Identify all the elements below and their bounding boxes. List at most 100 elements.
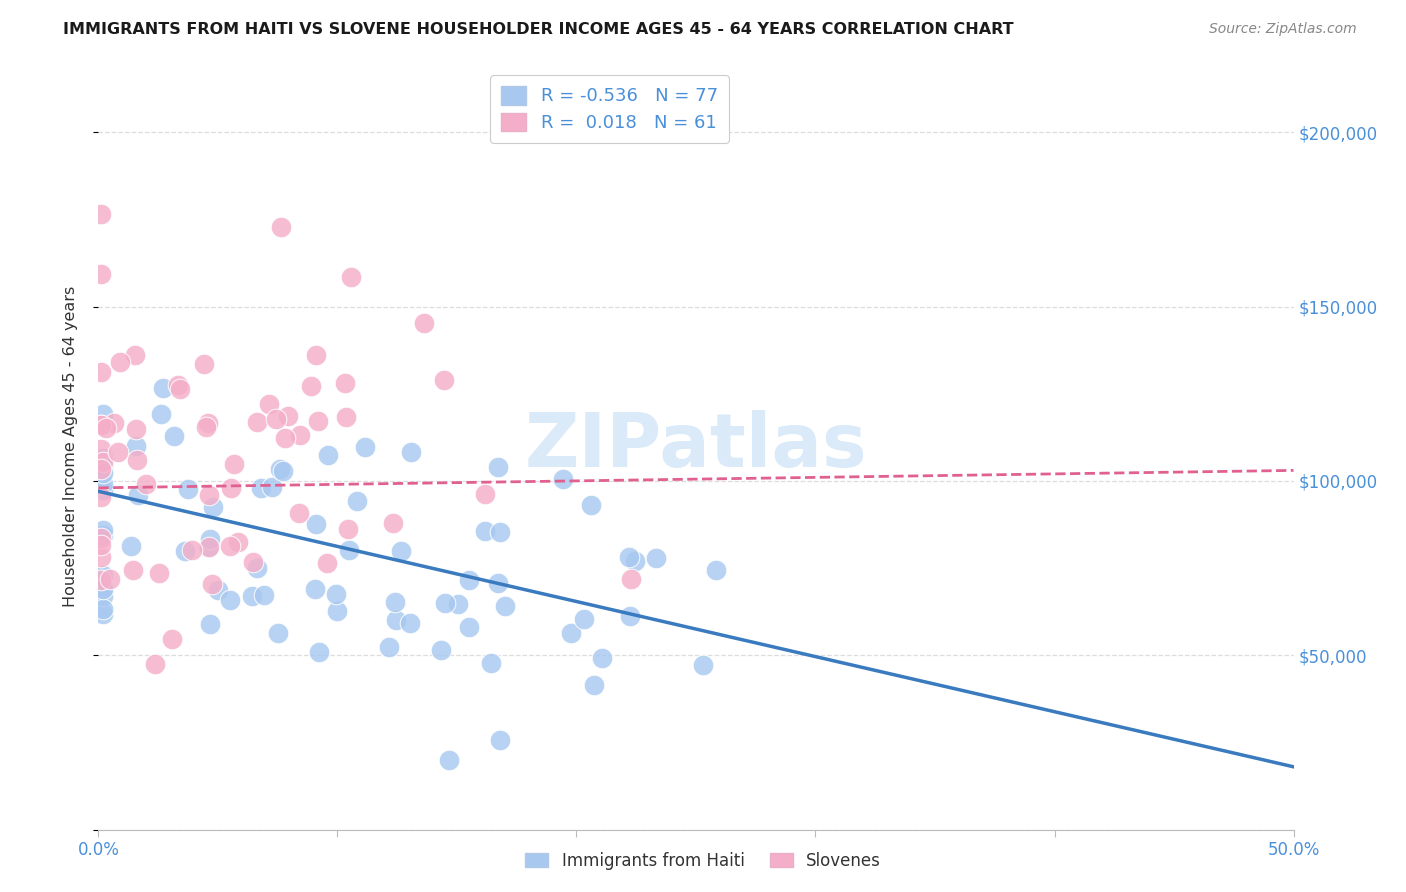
Point: [91, 460, 114, 475]
Point: [124, 348, 146, 362]
Point: [479, 656, 502, 670]
Point: [90, 573, 112, 587]
Point: [346, 494, 368, 508]
Point: [572, 612, 595, 626]
Point: [135, 477, 157, 491]
Point: [103, 416, 125, 430]
Point: [560, 626, 582, 640]
Point: [108, 355, 131, 369]
Point: [288, 506, 311, 520]
Point: [494, 599, 516, 613]
Point: [226, 535, 249, 549]
Point: [277, 409, 299, 423]
Point: [617, 550, 640, 565]
Point: [150, 407, 173, 421]
Point: [623, 554, 645, 568]
Legend: Immigrants from Haiti, Slovenes: Immigrants from Haiti, Slovenes: [520, 847, 886, 875]
Point: [90, 442, 112, 456]
Point: [91, 466, 114, 480]
Point: [218, 539, 240, 553]
Point: [91, 589, 114, 603]
Point: [246, 561, 269, 575]
Point: [257, 396, 280, 410]
Point: [90, 206, 112, 220]
Point: [91, 407, 114, 421]
Point: [267, 626, 290, 640]
Point: [249, 481, 271, 495]
Point: [198, 488, 221, 502]
Point: [581, 499, 603, 513]
Point: [148, 566, 170, 580]
Point: [207, 582, 229, 597]
Point: [167, 378, 190, 392]
Point: [90, 366, 112, 380]
Point: [242, 556, 264, 570]
Point: [385, 613, 408, 627]
Point: [219, 593, 242, 607]
Point: [474, 487, 496, 501]
Point: [91, 477, 114, 491]
Point: [253, 588, 276, 602]
Point: [91, 567, 114, 582]
Point: [127, 488, 149, 502]
Point: [240, 589, 263, 603]
Point: [122, 563, 145, 577]
Point: [125, 453, 148, 467]
Point: [221, 481, 243, 495]
Point: [433, 373, 456, 387]
Point: [486, 576, 509, 591]
Point: [382, 516, 405, 530]
Point: [91, 483, 114, 497]
Point: [325, 604, 347, 618]
Point: [704, 563, 727, 577]
Point: [591, 651, 613, 665]
Point: [91, 582, 114, 597]
Point: [107, 444, 129, 458]
Point: [91, 584, 114, 599]
Point: [198, 540, 221, 554]
Point: [180, 542, 202, 557]
Point: [197, 541, 219, 555]
Point: [200, 533, 222, 547]
Point: [399, 445, 422, 459]
Point: [337, 522, 360, 536]
Point: [120, 539, 142, 553]
Point: [489, 732, 512, 747]
Text: Source: ZipAtlas.com: Source: ZipAtlas.com: [1209, 22, 1357, 37]
Point: [308, 645, 330, 659]
Point: [91, 602, 114, 616]
Point: [271, 464, 294, 478]
Point: [354, 440, 377, 454]
Point: [201, 577, 224, 591]
Point: [91, 455, 114, 469]
Point: [551, 472, 574, 486]
Point: [90, 538, 112, 552]
Legend: R = -0.536   N = 77, R =  0.018   N = 61: R = -0.536 N = 77, R = 0.018 N = 61: [491, 75, 728, 143]
Point: [91, 450, 114, 465]
Point: [489, 525, 512, 540]
Point: [333, 376, 356, 390]
Point: [98, 572, 121, 586]
Point: [434, 596, 457, 610]
Point: [430, 643, 453, 657]
Point: [644, 551, 666, 566]
Point: [316, 556, 339, 570]
Point: [195, 419, 218, 434]
Point: [222, 458, 245, 472]
Point: [399, 615, 422, 630]
Y-axis label: Householder Income Ages 45 - 64 years: Householder Income Ages 45 - 64 years: [63, 285, 77, 607]
Point: [439, 753, 461, 767]
Point: [474, 524, 496, 538]
Point: [90, 490, 112, 504]
Point: [90, 549, 112, 564]
Point: [304, 582, 326, 596]
Point: [389, 543, 412, 558]
Point: [446, 597, 468, 611]
Point: [692, 658, 714, 673]
Point: [125, 439, 148, 453]
Point: [143, 657, 166, 672]
Point: [619, 609, 641, 624]
Point: [335, 410, 357, 425]
Point: [202, 500, 225, 514]
Point: [266, 411, 288, 425]
